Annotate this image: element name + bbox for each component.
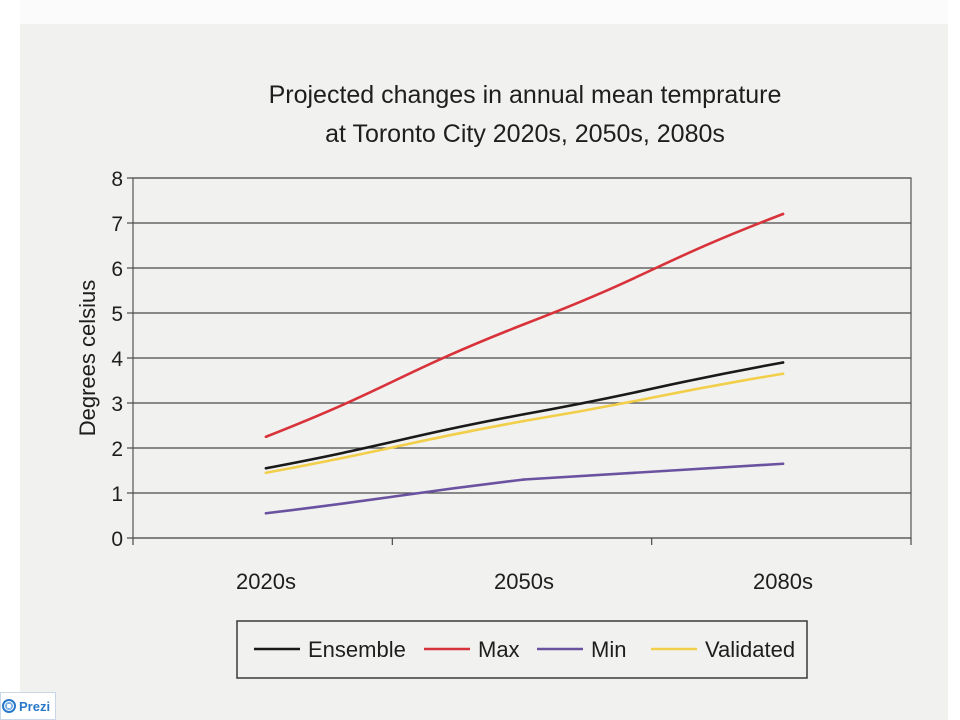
prezi-label: Prezi — [19, 698, 51, 714]
y-tick-label-3: 3 — [111, 393, 123, 416]
point-max-2050s — [522, 322, 526, 326]
gridlines — [133, 177, 911, 539]
prezi-badge[interactable]: Prezi — [0, 692, 56, 720]
y-tick-label-4: 4 — [111, 348, 123, 371]
x-axis: 2020s 2050s 2080s — [132, 538, 912, 594]
y-tick-label-0: 0 — [111, 528, 123, 551]
chart-title-line-2: at Toronto City 2020s, 2050s, 2080s — [325, 120, 725, 148]
y-tick-label-7: 7 — [111, 213, 123, 236]
point-validated-2020s — [264, 471, 268, 475]
series-line-validated — [264, 372, 785, 475]
y-axis-label: Degrees celsius — [75, 280, 100, 437]
scanned-page — [20, 24, 948, 720]
scan-top-edge — [20, 0, 948, 24]
y-tick-label-8: 8 — [111, 168, 123, 191]
point-min-2020s — [264, 511, 268, 515]
point-min-2050s — [522, 478, 526, 481]
y-tick-label-1: 1 — [111, 483, 123, 506]
legend-label-ensemble: Ensemble — [308, 637, 406, 662]
point-validated-2050s — [522, 419, 526, 423]
point-min-2080s — [781, 462, 785, 466]
point-max-2020s — [264, 435, 268, 439]
legend-label-max: Max — [478, 637, 520, 662]
x-tick-label-2050s: 2050s — [494, 569, 554, 594]
series-lines — [264, 212, 785, 515]
legend-box — [236, 620, 808, 679]
x-tick-label-2080s: 2080s — [753, 569, 813, 594]
legend: Ensemble Max Min Validated — [236, 620, 808, 679]
x-tick-label-2020s: 2020s — [236, 569, 296, 594]
y-tick-label-5: 5 — [111, 303, 123, 326]
y-tick-label-6: 6 — [111, 258, 123, 281]
point-ensemble-2050s — [522, 412, 526, 416]
chart-title: Projected changes in annual mean temprat… — [269, 81, 782, 148]
series-line-min — [264, 462, 785, 515]
y-tick-label-2: 2 — [111, 438, 123, 461]
point-ensemble-2080s — [781, 361, 785, 364]
point-ensemble-2020s — [264, 466, 268, 470]
chart-title-line-1: Projected changes in annual mean temprat… — [269, 81, 782, 109]
prezi-logo-icon — [2, 699, 16, 713]
legend-label-min: Min — [591, 637, 626, 662]
y-axis: 0 1 2 3 4 5 6 7 8 — [111, 168, 133, 551]
point-validated-2080s — [781, 372, 785, 376]
legend-label-validated: Validated — [705, 637, 795, 662]
point-max-2080s — [781, 212, 785, 216]
